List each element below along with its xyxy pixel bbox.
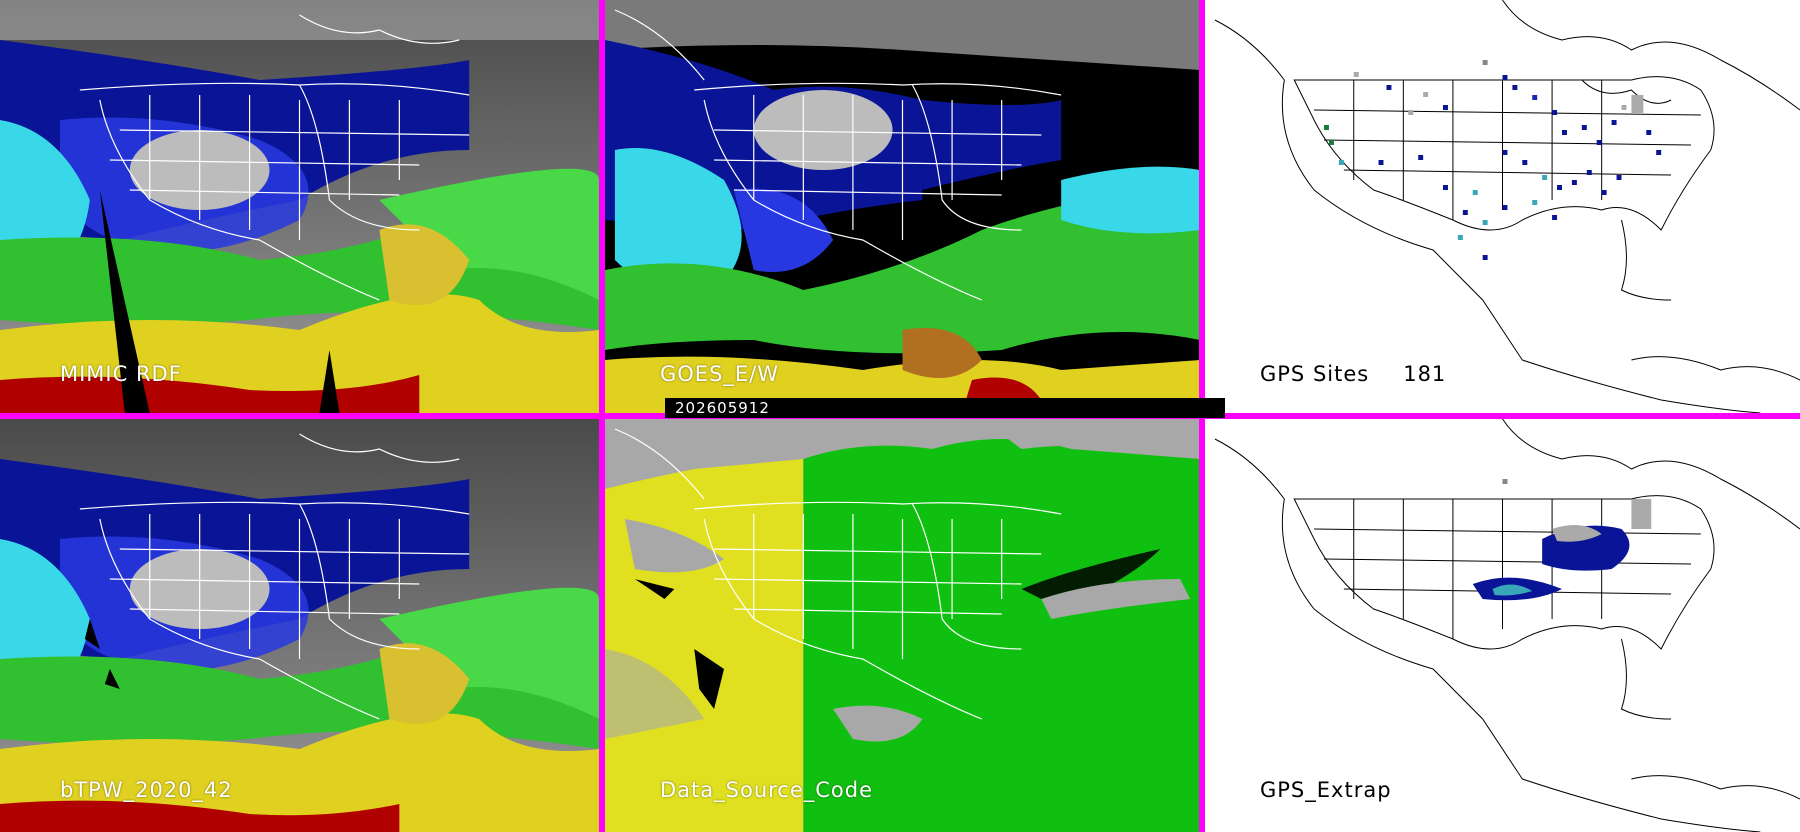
goes-ew-map [605,0,1200,413]
goes-ew-map-panel [605,0,1200,413]
panel-label-data-source-code: Data_Source_Code [660,778,874,802]
panel-label-gps-sites: GPS Sites 181 [1260,362,1446,386]
panel-label-gps-extrap: GPS_Extrap [1260,778,1392,802]
vertical-divider-left [599,0,605,832]
gps-extrap-fields [1472,479,1652,601]
panel-label-mimic-rdf: MIMIC RDF [60,362,182,386]
mimic-rdf-map-panel [0,0,599,413]
gps-sites-map-panel [1205,0,1800,413]
mimic-rdf-map [0,0,599,413]
btpw-map-panel [0,419,599,832]
data-source-code-map-panel [605,419,1200,832]
gps-extrap-map [1205,419,1800,832]
timestamp-bar: 202605912 [665,398,1225,418]
data-source-code-map [605,419,1200,832]
gps-site-markers [1324,60,1662,260]
panel-label-btpw: bTPW_2020_42 [60,778,233,802]
gps-sites-map [1205,0,1800,413]
btpw-map [0,419,599,832]
gps-sites-count: 181 [1403,362,1447,386]
gps-sites-label: GPS Sites [1260,362,1370,386]
gps-extrap-map-panel [1205,419,1800,832]
panel-label-goes-ew: GOES_E/W [660,362,780,386]
